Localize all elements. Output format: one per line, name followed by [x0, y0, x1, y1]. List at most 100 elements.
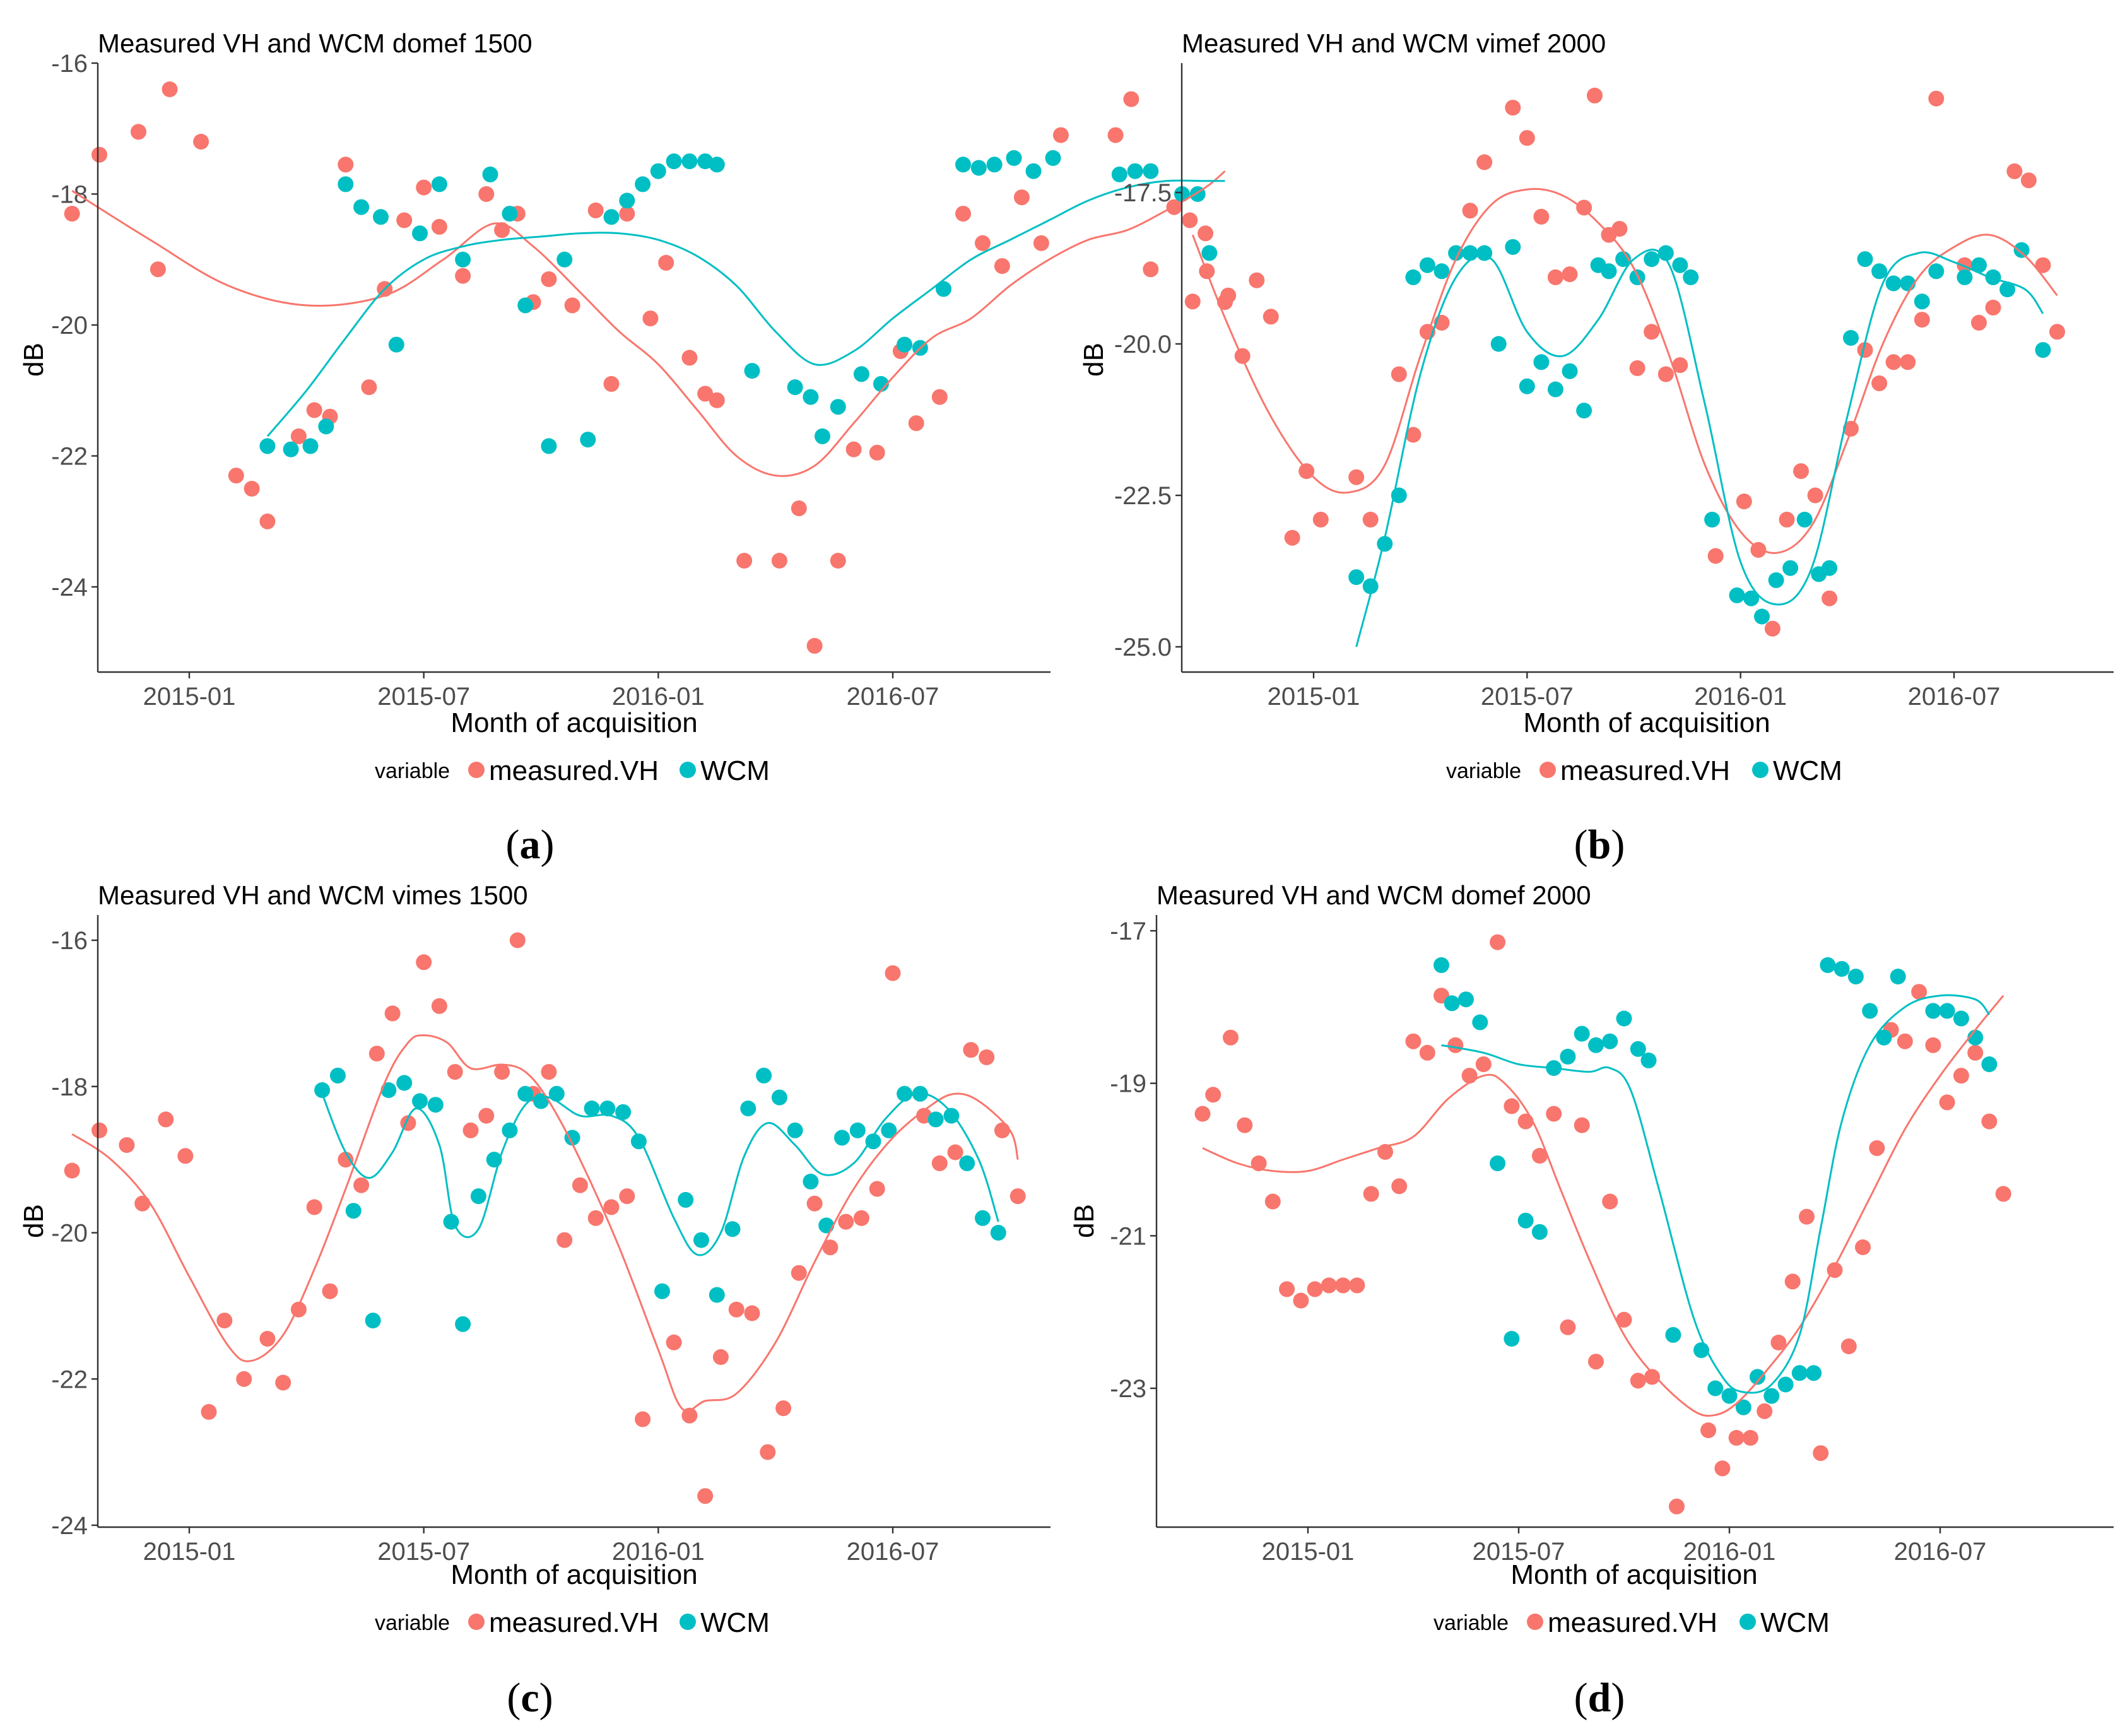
panel-c-point-measured — [587, 1210, 604, 1226]
panel-b-y-axis-title: dB — [1078, 343, 1109, 377]
panel-d-point-measured — [1855, 1239, 1871, 1255]
panel-b-point-measured — [2049, 324, 2065, 340]
panel-b-point-wcm — [1562, 363, 1578, 379]
panel-a-point-wcm — [635, 176, 651, 192]
panel-b-point-wcm — [1871, 263, 1888, 280]
panel-d-point-wcm — [1531, 1224, 1548, 1240]
panel-b-point-wcm — [1683, 269, 1699, 285]
panel-d-caption: (d) — [1574, 1675, 1625, 1721]
panel-b-point-wcm — [1957, 269, 1973, 285]
panel-c-legend-label-wcm: WCM — [700, 1607, 770, 1638]
panel-a: Measured VH and WCM domef 1500 -16 -18 -20… — [18, 28, 1233, 868]
panel-c: Measured VH and WCM vimes 1500 -16 -18 -20… — [18, 880, 1051, 1721]
panel-a-point-wcm — [455, 251, 471, 268]
panel-d-point-measured — [1981, 1113, 1998, 1130]
panel-a-point-wcm — [853, 366, 869, 382]
panel-a-point-wcm — [709, 156, 725, 173]
panel-b-smooth-wcm — [1355, 249, 2044, 647]
panel-d-point-measured — [1757, 1403, 1773, 1419]
panel-d-point-measured — [1504, 1098, 1520, 1114]
panel-b-point-measured — [1576, 199, 1592, 216]
panel-b-point-measured — [1348, 469, 1365, 485]
panel-d-point-wcm — [1616, 1010, 1632, 1027]
panel-a-point-measured — [955, 206, 971, 222]
panel-a-point-measured — [806, 637, 823, 654]
panel-d-point-measured — [1194, 1106, 1211, 1122]
panel-a-ytick-label: -24 — [51, 574, 88, 601]
panel-a-point-measured — [994, 258, 1010, 275]
panel-a-point-wcm — [541, 438, 557, 454]
panel-c-point-measured — [775, 1400, 792, 1417]
panel-b-point-measured — [1562, 266, 1578, 283]
panel-b-point-wcm — [1419, 257, 1435, 273]
panel-a-point-measured — [1107, 127, 1124, 143]
panel-c-point-wcm — [693, 1232, 709, 1248]
panel-d-point-measured — [1995, 1186, 2011, 1202]
panel-b-point-measured — [1900, 354, 1916, 370]
panel-c-xtick-label: 2015-07 — [377, 1538, 470, 1566]
panel-a-point-measured — [975, 235, 991, 251]
panel-a-point-measured — [290, 428, 307, 444]
panel-b-point-wcm — [1985, 269, 2001, 285]
panel-d-ytick-label: -17 — [1110, 918, 1146, 945]
panel-b-point-measured — [1971, 314, 1987, 331]
panel-a-point-measured — [91, 146, 107, 163]
panel-a-point-wcm — [412, 225, 428, 242]
panel-c-point-measured — [306, 1199, 322, 1215]
panel-d-point-measured — [1953, 1068, 1969, 1084]
panel-d-point-measured — [1869, 1140, 1885, 1156]
panel-b-point-measured — [1587, 87, 1603, 103]
panel-d-point-measured — [1363, 1186, 1379, 1202]
panel-d-point-measured — [1279, 1281, 1295, 1297]
panel-a-xtick-label: 2015-01 — [143, 683, 236, 711]
panel-a-point-measured — [244, 480, 260, 497]
panel-d-point-wcm — [1665, 1326, 1681, 1343]
panel-c-marks: -16 -18 -20 -22 -24 2015-01 2015-07 2016-01 2016… — [51, 927, 1026, 1566]
panel-c-point-wcm — [724, 1221, 741, 1237]
panel-c-xtick-label: 2016-07 — [847, 1538, 939, 1566]
panel-b-point-wcm — [1885, 275, 1902, 292]
panel-d-point-measured — [1391, 1178, 1408, 1195]
panel-d-x-axis-title: Month of acquisition — [1510, 1559, 1757, 1590]
panel-a-point-measured — [1013, 189, 1030, 206]
panel-d-point-wcm — [1939, 1003, 1955, 1019]
panel-b-legend-title: variable — [1446, 759, 1521, 783]
panel-d-point-wcm — [1834, 960, 1850, 977]
panel-c-ytick-label: -20 — [51, 1220, 88, 1248]
panel-d-point-wcm — [1777, 1376, 1794, 1393]
panel-d-point-measured — [1335, 1277, 1351, 1294]
panel-d-point-measured — [1307, 1281, 1323, 1297]
panel-d-point-measured — [1349, 1277, 1365, 1294]
panel-d-point-wcm — [1472, 1014, 1488, 1030]
panel-b-point-measured — [1672, 357, 1688, 374]
panel-b-point-measured — [1611, 221, 1628, 237]
panel-a-point-wcm — [803, 389, 819, 405]
panel-c-point-measured — [462, 1122, 479, 1138]
panel-b-point-wcm — [1657, 245, 1674, 261]
panel-b-xtick-label: 2016-07 — [1908, 683, 2001, 711]
panel-d-point-measured — [1405, 1033, 1422, 1049]
panel-c-point-wcm — [709, 1287, 725, 1303]
panel-a-point-measured — [845, 441, 862, 458]
panel-d-point-measured — [1490, 934, 1506, 950]
panel-a-point-wcm — [1045, 150, 1061, 166]
panel-b-point-wcm — [1519, 378, 1535, 394]
panel-a-point-wcm — [815, 428, 830, 444]
panel-a-point-wcm — [619, 192, 635, 209]
panel-b-point-measured — [1547, 269, 1563, 285]
panel-c-point-wcm — [678, 1191, 694, 1208]
panel-c-point-measured — [259, 1331, 276, 1347]
panel-a-point-wcm — [283, 441, 299, 458]
panel-d-point-measured — [1967, 1044, 1984, 1061]
panel-d-point-wcm — [1876, 1029, 1892, 1046]
panel-b-point-wcm — [1971, 257, 1987, 273]
panel-b-x-axis-title: Month of acquisition — [1523, 707, 1770, 738]
panel-c-point-wcm — [740, 1101, 756, 1116]
panel-b-marks: -17.5 -20.0 -22.5 -25.0 2015-01 2015-07 2016-0… — [1114, 87, 2065, 711]
panel-a-x-axis-title: Month of acquisition — [450, 707, 697, 738]
panel-a-point-wcm — [936, 281, 951, 297]
panel-c-point-wcm — [927, 1111, 944, 1128]
panel-c-point-measured — [177, 1148, 194, 1164]
panel-b-point-measured — [1985, 299, 2001, 316]
panel-c-legend-key-wcm — [680, 1614, 696, 1630]
